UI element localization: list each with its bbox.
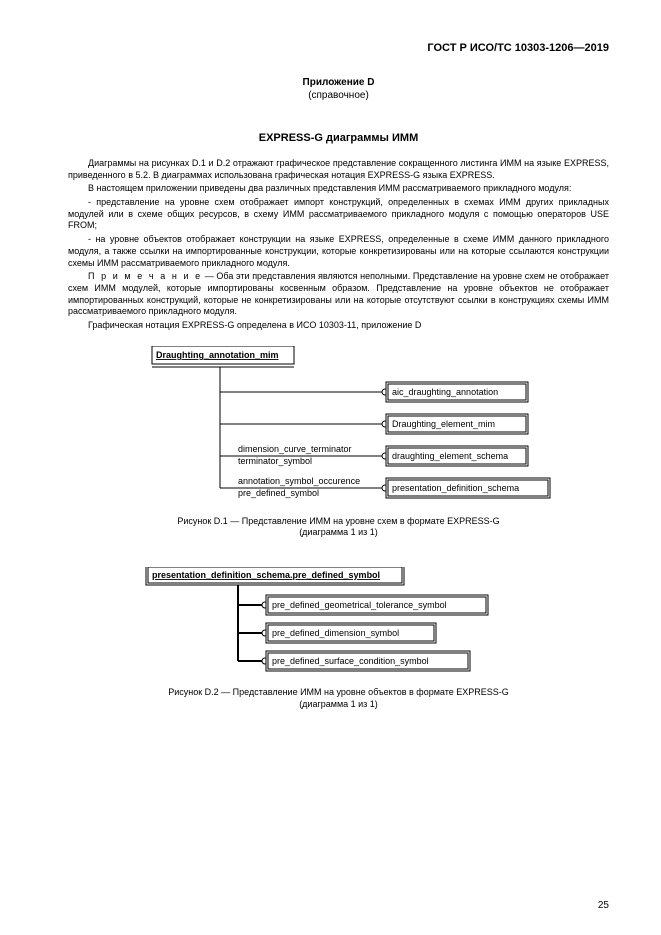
note-paragraph: П р и м е ч а н и е — Оба эти представле… — [68, 271, 609, 318]
list-item: - представление на уровне схем отображае… — [68, 197, 609, 232]
express-g-diagram-1: Draughting_annotation_mim aic_draughting_… — [108, 346, 568, 506]
svg-text:pre_defined_symbol: pre_defined_symbol — [238, 488, 319, 498]
svg-text:Draughting_element_mim: Draughting_element_mim — [392, 419, 495, 429]
svg-text:annotation_symbol_occurence: annotation_symbol_occurence — [238, 476, 360, 486]
caption-line: Рисунок D.1 — Представление ИММ на уровн… — [177, 516, 499, 526]
diagram-d1: Draughting_annotation_mim aic_draughting_… — [108, 346, 609, 506]
svg-text:terminator_symbol: terminator_symbol — [238, 456, 312, 466]
section-title: EXPRESS-G диаграммы ИММ — [68, 132, 609, 144]
caption-line: Рисунок D.2 — Представление ИММ на уровн… — [168, 687, 509, 697]
list-item: - на уровне объектов отображает конструк… — [68, 234, 609, 269]
svg-text:pre_defined_surface_condition_: pre_defined_surface_condition_symbol — [272, 656, 429, 666]
caption-line: (диаграмма 1 из 1) — [299, 527, 378, 537]
caption-d2: Рисунок D.2 — Представление ИММ на уровн… — [68, 687, 609, 710]
caption-line: (диаграмма 1 из 1) — [299, 699, 378, 709]
appendix-line1: Приложение D — [68, 76, 609, 89]
svg-text:dimension_curve_terminator: dimension_curve_terminator — [238, 444, 352, 454]
page-number: 25 — [598, 900, 609, 911]
express-g-diagram-2: presentation_definition_schema.pre_defin… — [128, 567, 528, 677]
caption-d1: Рисунок D.1 — Представление ИММ на уровн… — [68, 516, 609, 539]
svg-text:aic_draughting_annotation: aic_draughting_annotation — [392, 387, 498, 397]
document-id: ГОСТ Р ИСО/ТС 10303-1206—2019 — [68, 42, 609, 54]
appendix-line2: (справочное) — [68, 89, 609, 102]
paragraph: Графическая нотация EXPRESS-G определена… — [68, 320, 609, 332]
body-text: Диаграммы на рисунках D.1 и D.2 отражают… — [68, 158, 609, 332]
svg-text:pre_defined_geometrical_tolera: pre_defined_geometrical_tolerance_symbol — [272, 600, 447, 610]
svg-text:presentation_definition_schema: presentation_definition_schema.pre_defin… — [152, 570, 380, 580]
paragraph: В настоящем приложении приведены два раз… — [68, 183, 609, 195]
svg-text:Draughting_annotation_mim: Draughting_annotation_mim — [156, 350, 279, 360]
appendix-header: Приложение D (справочное) — [68, 76, 609, 102]
svg-text:pre_defined_dimension_symbol: pre_defined_dimension_symbol — [272, 628, 399, 638]
paragraph: Диаграммы на рисунках D.1 и D.2 отражают… — [68, 158, 609, 181]
svg-text:draughting_element_schema: draughting_element_schema — [392, 451, 508, 461]
note-label: П р и м е ч а н и е — [88, 271, 202, 281]
svg-text:presentation_definition_schema: presentation_definition_schema — [392, 483, 519, 493]
diagram-d2: presentation_definition_schema.pre_defin… — [128, 567, 609, 677]
